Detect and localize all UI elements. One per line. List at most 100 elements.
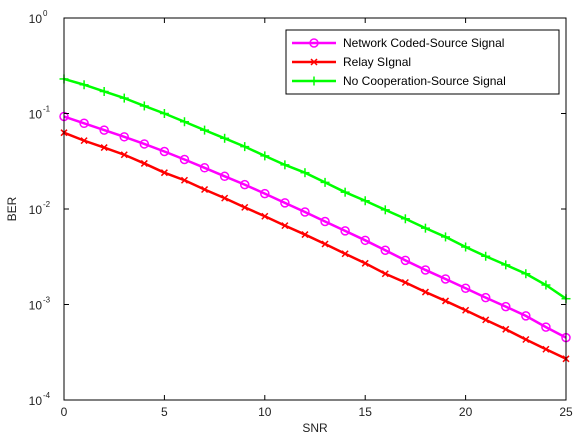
series-2-point: [542, 345, 550, 353]
series-2-point: [201, 185, 209, 194]
series-2-point: [301, 231, 309, 239]
x-tick-label: 0: [61, 405, 68, 419]
series-3-point: [441, 232, 451, 242]
series-2-point: [522, 335, 530, 344]
y-tick-exponent: -4: [43, 391, 51, 400]
x-tick-label: 15: [359, 405, 373, 419]
legend-label: No Cooperation-Source Signal: [343, 74, 506, 88]
series-3: [59, 74, 571, 304]
series-1-point: [521, 311, 531, 321]
series-3-point: [360, 196, 370, 206]
legend-label: Relay SIgnal: [343, 55, 411, 69]
series-2-point: [80, 137, 88, 145]
series-3-point: [501, 260, 511, 270]
series-layer: [59, 74, 571, 363]
y-tick-label: 10: [29, 108, 43, 122]
series-1-point: [239, 179, 250, 190]
series-2-point: [502, 325, 510, 333]
y-tick-exponent: -1: [43, 105, 51, 114]
series-1-point: [99, 125, 109, 135]
series-3-point: [179, 117, 189, 127]
series-3-point: [280, 160, 290, 170]
series-3-point: [260, 151, 270, 161]
legend: Network Coded-Source Signal Relay SIgnal N…: [285, 29, 560, 95]
y-tick-exponent: 0: [43, 9, 48, 18]
series-1-point: [400, 255, 411, 266]
series-2-point: [482, 316, 490, 324]
series-3-point: [300, 168, 310, 178]
series-2-point: [441, 297, 450, 305]
series-1-point: [139, 139, 150, 149]
series-1-point: [541, 322, 551, 332]
series-3-point: [200, 125, 210, 135]
series-1-point: [219, 171, 230, 182]
series-2-point: [180, 176, 189, 184]
y-tick-label: 10: [29, 203, 43, 217]
series-1-point: [119, 132, 129, 142]
series-3-point: [99, 86, 109, 96]
series-3-point: [400, 214, 410, 224]
series-2-point: [401, 278, 409, 287]
series-3-point: [340, 187, 350, 197]
series-1-point: [501, 301, 511, 312]
series-1-point: [360, 235, 370, 246]
x-tick-label: 20: [459, 405, 473, 419]
series-3-point: [159, 109, 169, 118]
series-1-point: [420, 265, 431, 275]
series-2-point: [421, 288, 429, 296]
series-1-point: [179, 154, 190, 165]
series-1-point: [460, 283, 471, 293]
legend-swatch-marker: [309, 38, 319, 48]
legend-swatch-marker: [310, 58, 318, 66]
series-1-point: [79, 118, 89, 129]
series-3-point: [481, 251, 491, 261]
y-tick-exponent: -3: [43, 296, 51, 305]
x-tick-label: 5: [161, 405, 168, 419]
series-1-point: [340, 226, 350, 236]
x-tick-label: 25: [559, 405, 573, 419]
series-2-point: [261, 212, 269, 220]
series-2-point: [462, 306, 470, 314]
series-1-point: [300, 207, 310, 217]
series-1-point: [480, 292, 491, 303]
y-axis-label: BER: [5, 196, 19, 221]
series-1-point: [159, 146, 170, 157]
series-2-point: [341, 250, 349, 258]
series-1-point: [260, 188, 270, 199]
series-2-point: [281, 222, 289, 230]
series-1-point: [440, 274, 451, 284]
series-1-point: [380, 245, 391, 255]
series-3-point: [139, 101, 149, 111]
series-2-point: [100, 144, 108, 152]
legend-label: Network Coded-Source Signal: [343, 36, 504, 50]
series-2-point: [321, 240, 329, 248]
series-2-point: [160, 169, 168, 177]
y-tick-label: 10: [29, 394, 43, 408]
series-3-point: [521, 269, 531, 279]
series-2-point: [140, 159, 148, 167]
x-axis-label: SNR: [302, 421, 328, 435]
series-1: [59, 111, 571, 343]
series-2-point: [381, 270, 389, 278]
series-3-point: [119, 93, 129, 103]
y-tick-label: 10: [29, 299, 43, 313]
series-3-point: [320, 177, 330, 187]
series-2-point: [221, 194, 229, 202]
series-3-point: [220, 133, 230, 143]
series-3-line: [63, 77, 567, 300]
series-1-point: [280, 198, 290, 208]
legend-entry-3: No Cooperation-Source Signal: [292, 74, 506, 88]
legend-swatch-marker: [309, 76, 319, 86]
series-1-point: [199, 163, 210, 173]
y-tick-label: 10: [29, 12, 43, 26]
series-2-point: [120, 151, 128, 159]
legend-entry-2: Relay SIgnal: [292, 55, 411, 69]
y-tick-exponent: -2: [43, 200, 51, 209]
series-3-point: [541, 280, 551, 290]
series-2-point: [361, 259, 369, 267]
legend-entry-1: Network Coded-Source Signal: [292, 36, 504, 50]
series-3-point: [461, 242, 471, 252]
series-3-point: [79, 80, 89, 90]
